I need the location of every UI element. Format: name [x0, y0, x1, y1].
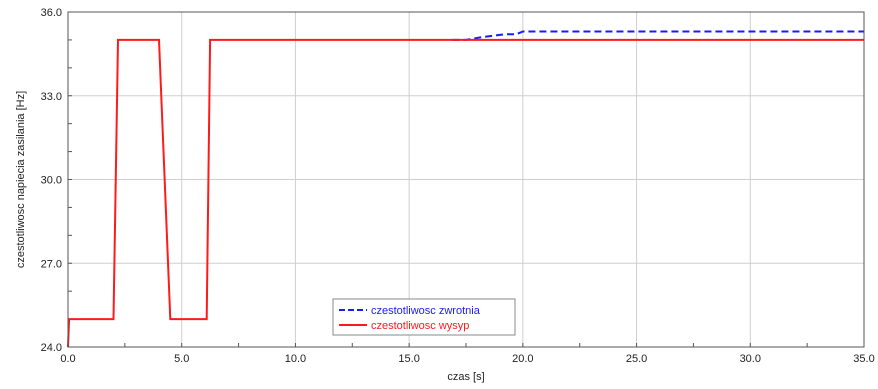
- y-tick-label: 36.0: [41, 7, 62, 19]
- x-tick-label: 30.0: [740, 353, 761, 365]
- legend: czestotliwosc zwrotnia czestotliwosc wys…: [332, 298, 516, 336]
- x-tick-label: 10.0: [285, 353, 306, 365]
- y-tick-label: 33.0: [41, 91, 62, 103]
- x-tick-label: 0.0: [60, 353, 75, 365]
- y-axis-title: czestotliwosc napiecia zasilania [Hz]: [15, 91, 27, 268]
- x-tick-label: 15.0: [398, 353, 419, 365]
- y-tick-label: 24.0: [41, 342, 62, 354]
- x-tick-labels: 0.0 5.0 10.0 15.0 20.0 25.0 30.0 35.0: [60, 353, 874, 365]
- x-tick-label: 25.0: [626, 353, 647, 365]
- grid-lines: [68, 12, 864, 347]
- x-axis-title: czas [s]: [447, 371, 484, 383]
- x-tick-label: 20.0: [512, 353, 533, 365]
- series-line-czestotliwosc-wysyp: [67, 38, 864, 348]
- y-tick-label: 30.0: [41, 175, 62, 187]
- x-tick-label: 35.0: [853, 353, 874, 365]
- legend-box: [332, 298, 516, 336]
- plot-frame: [67, 11, 865, 348]
- series-lines: [67, 30, 864, 348]
- legend-label-czestotliwosc-wysyp: czestotliwosc wysyp: [371, 320, 469, 332]
- series-line-czestotliwosc-zwrotnia: [452, 30, 864, 41]
- legend-label-czestotliwosc-zwrotnia: czestotliwosc zwrotnia: [371, 305, 481, 317]
- y-tick-labels: 24.0 27.0 30.0 33.0 36.0: [41, 7, 62, 354]
- y-tick-label: 27.0: [41, 258, 62, 270]
- x-tick-label: 5.0: [174, 353, 189, 365]
